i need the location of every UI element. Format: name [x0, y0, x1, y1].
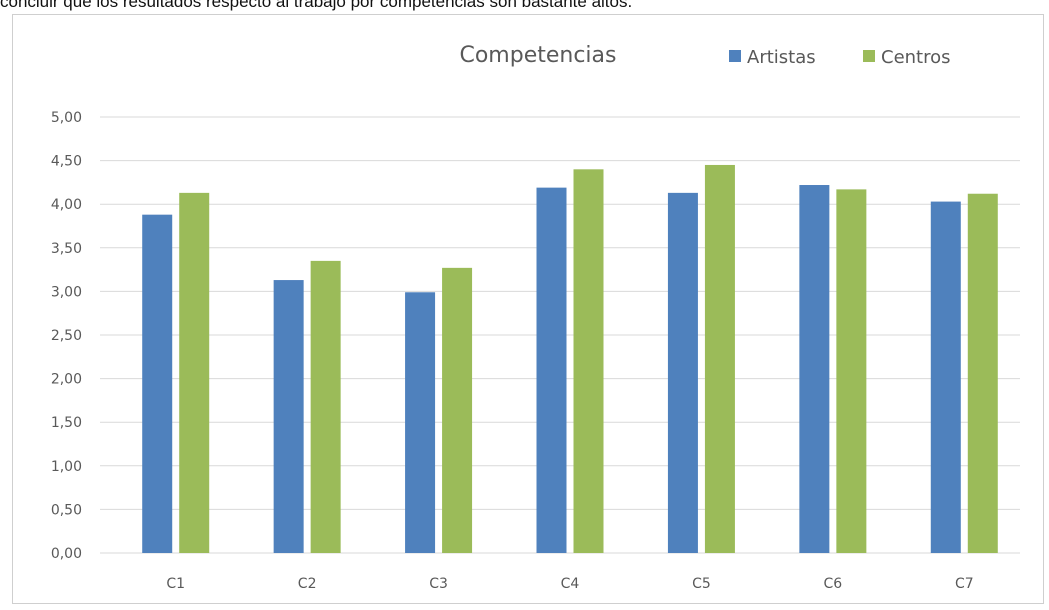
x-tick-label: C3	[429, 576, 448, 592]
bar-artistas-c4	[536, 187, 567, 553]
bar-centros-c7	[967, 193, 998, 553]
x-tick-label: C5	[692, 576, 711, 592]
y-tick-label: 0,00	[51, 546, 82, 562]
y-tick-label: 4,50	[51, 154, 82, 170]
chart-title: Competencias	[459, 43, 616, 68]
bar-artistas-c5	[667, 192, 698, 553]
legend-label-artistas: Artistas	[747, 47, 816, 68]
y-tick-label: 1,50	[51, 415, 82, 431]
legend-swatch-artistas	[729, 50, 741, 62]
bar-artistas-c1	[142, 214, 173, 553]
x-axis-ticks: C1 C2 C3 C4 C5 C6 C7	[166, 576, 973, 592]
y-tick-label: 2,00	[51, 372, 82, 388]
bar-centros-c3	[442, 267, 473, 553]
y-tick-label: 4,00	[51, 197, 82, 213]
bar-artistas-c6	[799, 185, 830, 554]
x-tick-label: C2	[298, 576, 317, 592]
y-tick-label: 3,50	[51, 241, 82, 257]
bar-centros-c6	[836, 189, 867, 553]
caption-text: concluir que los resultados respecto al …	[0, 0, 633, 11]
x-tick-label: C4	[561, 576, 580, 592]
bars	[142, 164, 998, 554]
bar-centros-c4	[573, 169, 604, 553]
x-tick-label: C7	[955, 576, 974, 592]
legend: Artistas Centros	[729, 47, 951, 68]
bar-artistas-c2	[273, 280, 304, 553]
y-tick-label: 3,00	[51, 284, 82, 300]
bar-artistas-c7	[930, 201, 961, 554]
y-tick-label: 2,50	[51, 328, 82, 344]
bar-artistas-c3	[405, 292, 436, 553]
y-tick-label: 5,00	[51, 110, 82, 126]
x-tick-label: C1	[166, 576, 185, 592]
y-tick-label: 0,50	[51, 502, 82, 518]
y-tick-label: 1,00	[51, 459, 82, 475]
x-tick-label: C6	[824, 576, 843, 592]
bar-centros-c5	[704, 164, 735, 553]
bar-centros-c1	[179, 192, 210, 553]
y-axis-ticks: 0,00 0,50 1,00 1,50 2,00 2,50 3,00 3,50 4,00 4,50…	[51, 110, 82, 562]
legend-label-centros: Centros	[881, 47, 951, 68]
bar-centros-c2	[310, 260, 341, 553]
legend-swatch-centros	[863, 50, 875, 62]
